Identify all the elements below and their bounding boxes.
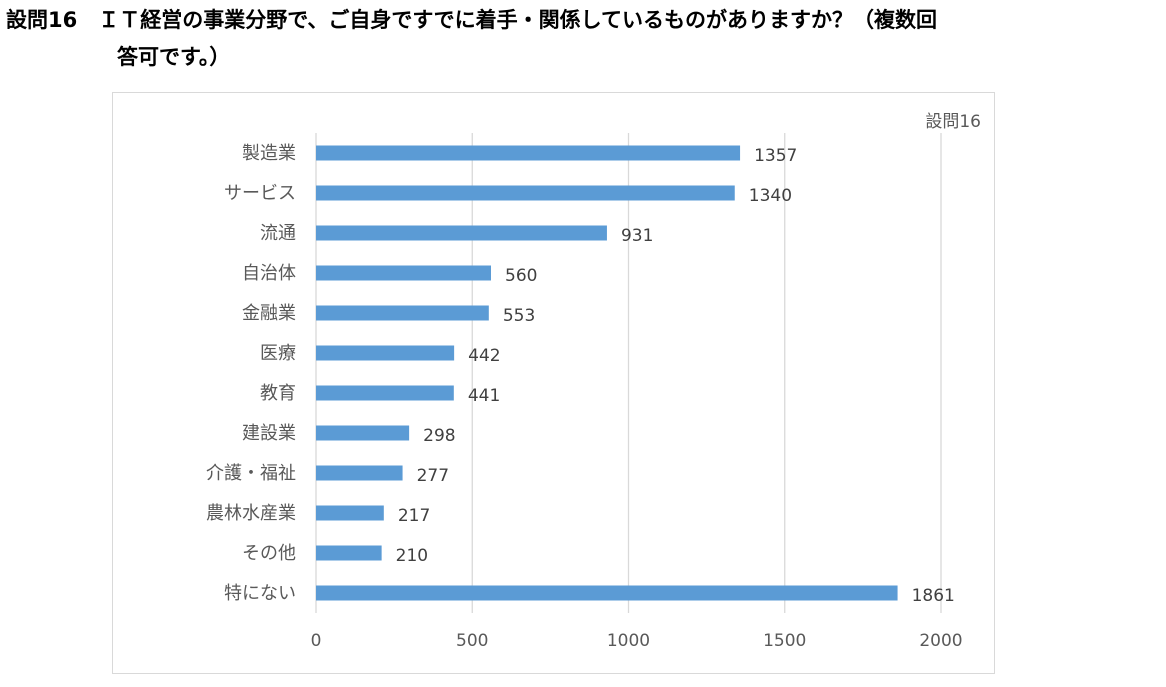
- x-tick-label: 2000: [919, 631, 962, 651]
- bar: [316, 425, 410, 441]
- value-label: 931: [621, 226, 653, 246]
- value-label: 217: [398, 506, 430, 526]
- bar: [316, 265, 491, 281]
- value-label: 553: [503, 306, 535, 326]
- bars: [316, 145, 898, 601]
- category-label: 自治体: [242, 263, 296, 284]
- category-label: サービス: [224, 183, 296, 204]
- gridlines: [315, 133, 942, 613]
- category-label: 農林水産業: [206, 503, 296, 524]
- x-tick-labels: 0 500 1000 1500 2000: [311, 631, 963, 651]
- category-label: 製造業: [242, 143, 296, 164]
- value-label: 1861: [912, 586, 955, 606]
- value-label: 560: [505, 266, 537, 286]
- question-text: 設問16 ＩＴ経営の事業分野で、ご自身ですでに着手・関係しているものがありますか…: [6, 2, 1162, 76]
- bar: [316, 465, 403, 481]
- value-label: 1357: [754, 146, 797, 166]
- x-tick-label: 1000: [607, 631, 650, 651]
- value-label: 210: [396, 546, 428, 566]
- x-tick-label: 1500: [763, 631, 806, 651]
- legend-label: 設問16: [925, 112, 981, 132]
- value-label: 298: [423, 426, 455, 446]
- bar: [316, 145, 741, 161]
- bar: [316, 545, 382, 561]
- bar-chart: 製造業サービス流通自治体金融業医療教育建設業介護・福祉農林水産業その他特にない …: [206, 112, 981, 651]
- x-tick-label: 500: [456, 631, 488, 651]
- bar: [316, 185, 735, 201]
- x-tick-label: 0: [311, 631, 322, 651]
- value-label: 1340: [749, 186, 792, 206]
- value-label: 442: [468, 346, 500, 366]
- value-label: 441: [468, 386, 500, 406]
- category-label: 流通: [260, 223, 296, 244]
- bar: [316, 225, 607, 241]
- category-label: 医療: [260, 343, 296, 364]
- bar: [316, 305, 489, 321]
- bar: [316, 345, 455, 361]
- value-label: 277: [417, 466, 449, 486]
- question-line-2: 答可です。）: [117, 45, 231, 69]
- category-label: その他: [242, 543, 296, 564]
- category-label: 特にない: [224, 583, 296, 604]
- question-line-1: 設問16 ＩＴ経営の事業分野で、ご自身ですでに着手・関係しているものがありますか…: [6, 8, 937, 32]
- category-label: 介護・福祉: [206, 463, 296, 484]
- category-label: 金融業: [242, 303, 296, 324]
- category-label: 建設業: [242, 423, 296, 444]
- chart-area: 製造業 サービス 流通 自治体 金融業 医療 教育 建設業 介護・福祉 農林水産業 その他 特にない …: [112, 92, 995, 674]
- bar: [316, 585, 898, 601]
- category-label: 教育: [260, 383, 296, 404]
- bar: [316, 385, 454, 401]
- bar: [316, 505, 384, 521]
